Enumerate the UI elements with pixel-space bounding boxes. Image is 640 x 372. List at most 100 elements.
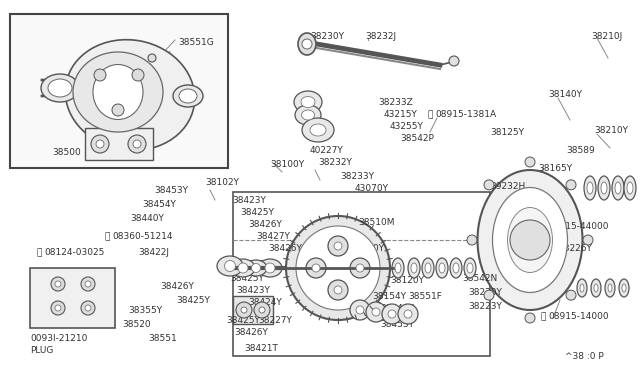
Ellipse shape <box>493 187 568 292</box>
Ellipse shape <box>408 258 420 278</box>
Circle shape <box>254 302 270 318</box>
Circle shape <box>583 235 593 245</box>
Circle shape <box>296 226 380 310</box>
Text: 38125Y: 38125Y <box>490 128 524 137</box>
Circle shape <box>133 140 141 148</box>
Ellipse shape <box>295 105 321 125</box>
Ellipse shape <box>392 258 404 278</box>
Text: 38100Y: 38100Y <box>270 160 304 169</box>
Ellipse shape <box>252 263 260 273</box>
Circle shape <box>241 307 247 313</box>
Ellipse shape <box>173 85 203 107</box>
Ellipse shape <box>584 176 596 200</box>
Text: 38510M: 38510M <box>358 218 394 227</box>
Text: 38233Z: 38233Z <box>378 98 413 107</box>
Circle shape <box>55 281 61 287</box>
Text: 38426Y: 38426Y <box>268 244 302 253</box>
Text: 38542N: 38542N <box>462 274 497 283</box>
Circle shape <box>306 258 326 278</box>
Text: 38102Y: 38102Y <box>205 178 239 187</box>
Text: 38355Y: 38355Y <box>128 306 162 315</box>
Circle shape <box>259 307 265 313</box>
Text: 38551G: 38551G <box>178 38 214 47</box>
Ellipse shape <box>622 284 626 292</box>
Ellipse shape <box>508 208 552 273</box>
Text: 38210Y: 38210Y <box>594 126 628 135</box>
Circle shape <box>388 310 396 318</box>
Text: 38423Y: 38423Y <box>232 196 266 205</box>
Ellipse shape <box>436 258 448 278</box>
Ellipse shape <box>464 258 476 278</box>
Circle shape <box>356 264 364 272</box>
Text: 38453Y: 38453Y <box>154 186 188 195</box>
Ellipse shape <box>627 182 633 194</box>
Circle shape <box>467 235 477 245</box>
Text: 38232J: 38232J <box>365 32 396 41</box>
Ellipse shape <box>615 182 621 194</box>
Text: 38223Y: 38223Y <box>468 302 502 311</box>
Circle shape <box>350 300 370 320</box>
Text: 38454Y: 38454Y <box>142 200 176 209</box>
Text: 38426Y: 38426Y <box>234 328 268 337</box>
Text: PLUG: PLUG <box>30 346 53 355</box>
Ellipse shape <box>439 263 445 273</box>
Circle shape <box>356 306 364 314</box>
Text: 08915-44000: 08915-44000 <box>548 222 609 231</box>
Text: 38226Y: 38226Y <box>558 244 592 253</box>
Circle shape <box>55 305 61 311</box>
Ellipse shape <box>411 263 417 273</box>
Text: 38551: 38551 <box>148 334 177 343</box>
Circle shape <box>328 280 348 300</box>
Text: 38551F: 38551F <box>408 292 442 301</box>
Text: 38227Y: 38227Y <box>258 316 292 325</box>
Circle shape <box>96 140 104 148</box>
Circle shape <box>366 302 386 322</box>
Circle shape <box>525 313 535 323</box>
Circle shape <box>398 304 418 324</box>
Text: 38425Y: 38425Y <box>226 316 260 325</box>
Ellipse shape <box>605 279 615 297</box>
Ellipse shape <box>425 263 431 273</box>
Ellipse shape <box>619 279 629 297</box>
Circle shape <box>51 277 65 291</box>
Circle shape <box>328 236 348 256</box>
Text: 39232H: 39232H <box>490 182 525 191</box>
Ellipse shape <box>612 176 624 200</box>
Text: Ⓜ: Ⓜ <box>541 222 546 231</box>
Circle shape <box>51 301 65 315</box>
Circle shape <box>94 69 106 81</box>
Ellipse shape <box>225 260 236 272</box>
Bar <box>30 268 115 328</box>
Ellipse shape <box>301 96 315 108</box>
Circle shape <box>148 54 156 62</box>
Text: 38426Y: 38426Y <box>248 220 282 229</box>
Text: 38424Y: 38424Y <box>248 298 282 307</box>
Text: 38500: 38500 <box>52 148 81 157</box>
Bar <box>233 296 273 324</box>
Text: 38120Y: 38120Y <box>390 276 424 285</box>
Text: 38542P: 38542P <box>400 134 434 143</box>
Circle shape <box>312 264 320 272</box>
Circle shape <box>128 135 146 153</box>
Text: 38440Y: 38440Y <box>130 214 164 223</box>
Text: 38425Y: 38425Y <box>240 208 274 217</box>
Ellipse shape <box>217 256 243 276</box>
Ellipse shape <box>245 260 267 276</box>
Ellipse shape <box>65 40 195 150</box>
Circle shape <box>91 135 109 153</box>
Text: Ⓑ: Ⓑ <box>36 248 42 257</box>
Ellipse shape <box>41 74 79 102</box>
Circle shape <box>85 305 91 311</box>
Ellipse shape <box>395 263 401 273</box>
Text: 38230Y: 38230Y <box>310 32 344 41</box>
Circle shape <box>404 310 412 318</box>
Ellipse shape <box>73 52 163 132</box>
Ellipse shape <box>422 258 434 278</box>
Ellipse shape <box>594 284 598 292</box>
Circle shape <box>85 281 91 287</box>
Text: 38589: 38589 <box>566 146 595 155</box>
Ellipse shape <box>298 33 316 55</box>
Circle shape <box>510 220 550 260</box>
Ellipse shape <box>231 259 255 277</box>
Circle shape <box>286 216 390 320</box>
